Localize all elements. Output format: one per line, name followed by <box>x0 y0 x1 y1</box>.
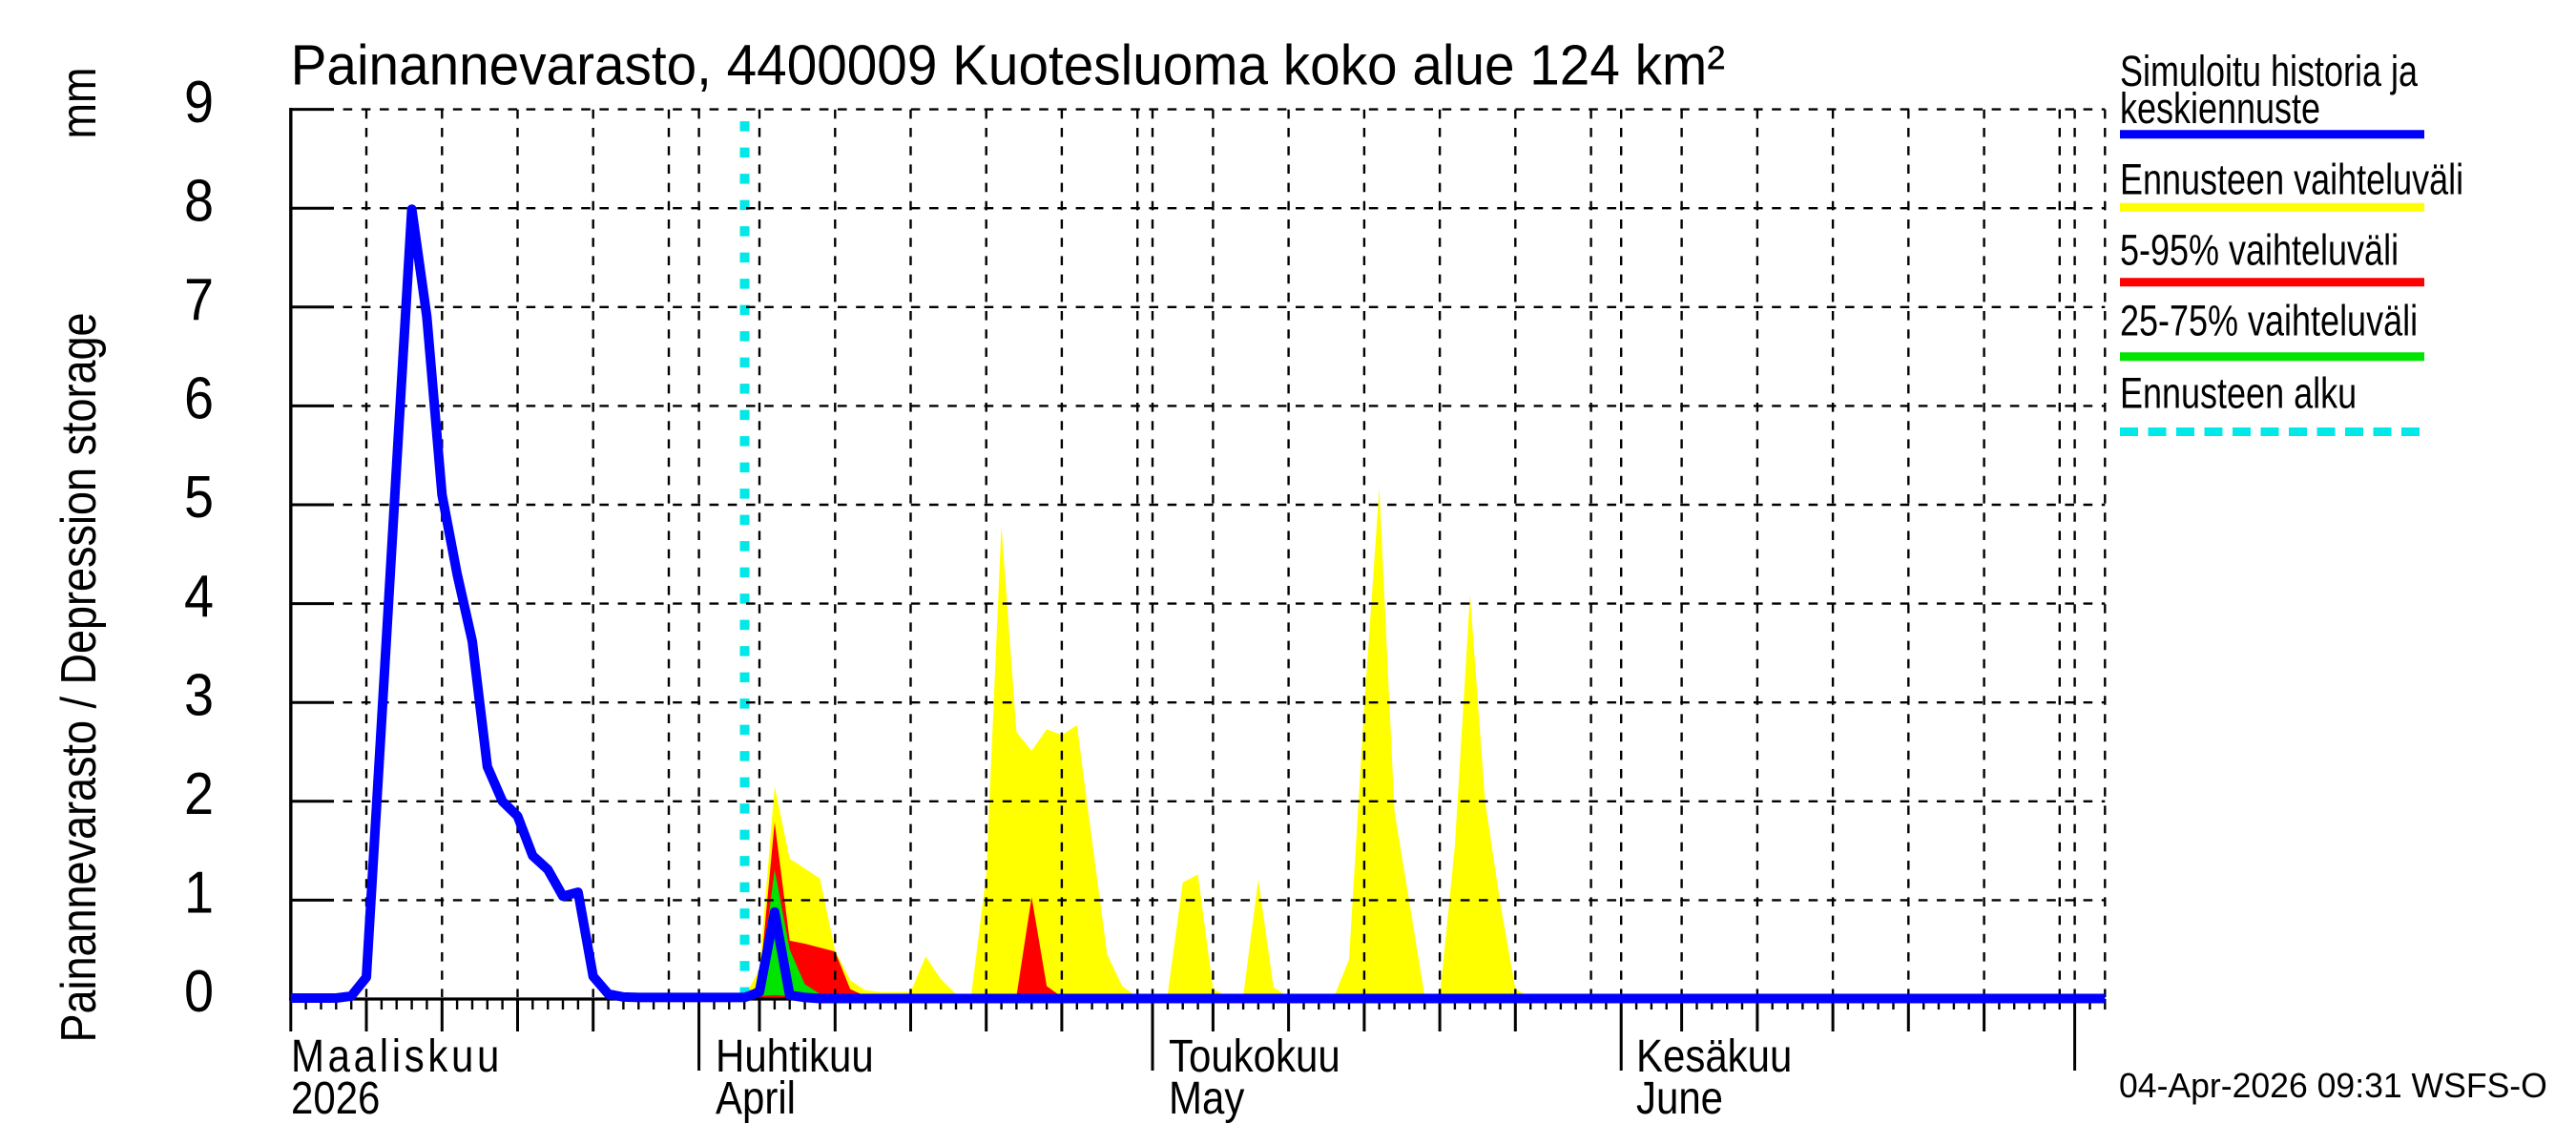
svg-text:25-75% vaihteluväli: 25-75% vaihteluväli <box>2120 297 2418 345</box>
svg-text:5: 5 <box>184 466 214 531</box>
svg-text:7: 7 <box>184 267 214 332</box>
svg-text:June: June <box>1636 1072 1723 1123</box>
svg-text:5-95% vaihteluväli: 5-95% vaihteluväli <box>2120 225 2399 274</box>
svg-text:9: 9 <box>184 70 214 135</box>
svg-text:Ennusteen vaihteluväli: Ennusteen vaihteluväli <box>2120 156 2463 204</box>
svg-text:Huhtikuu: Huhtikuu <box>716 1030 874 1081</box>
svg-text:1: 1 <box>184 861 214 926</box>
svg-text:6: 6 <box>184 366 214 431</box>
svg-text:8: 8 <box>184 169 214 234</box>
svg-text:2026: 2026 <box>291 1072 380 1123</box>
svg-text:May: May <box>1169 1072 1245 1123</box>
svg-text:April: April <box>716 1072 796 1123</box>
svg-text:Toukokuu: Toukokuu <box>1169 1030 1340 1081</box>
svg-text:mm: mm <box>52 68 107 139</box>
svg-text:0: 0 <box>184 960 214 1025</box>
svg-text:Maaliskuu: Maaliskuu <box>291 1030 503 1081</box>
svg-text:keskiennuste: keskiennuste <box>2120 84 2320 133</box>
svg-text:04-Apr-2026 09:31 WSFS-O: 04-Apr-2026 09:31 WSFS-O <box>2119 1066 2547 1106</box>
svg-text:2: 2 <box>184 761 214 826</box>
svg-text:4: 4 <box>184 564 214 629</box>
svg-text:Painannevarasto, 4400009 Kuote: Painannevarasto, 4400009 Kuotesluoma kok… <box>291 35 1725 97</box>
svg-text:Simuloitu historia ja: Simuloitu historia ja <box>2120 47 2418 95</box>
svg-text:Painannevarasto / Depression s: Painannevarasto / Depression storage <box>52 312 107 1042</box>
svg-text:Ennusteen alku: Ennusteen alku <box>2120 368 2357 417</box>
svg-text:Kesäkuu: Kesäkuu <box>1636 1030 1792 1081</box>
svg-text:3: 3 <box>184 663 214 728</box>
